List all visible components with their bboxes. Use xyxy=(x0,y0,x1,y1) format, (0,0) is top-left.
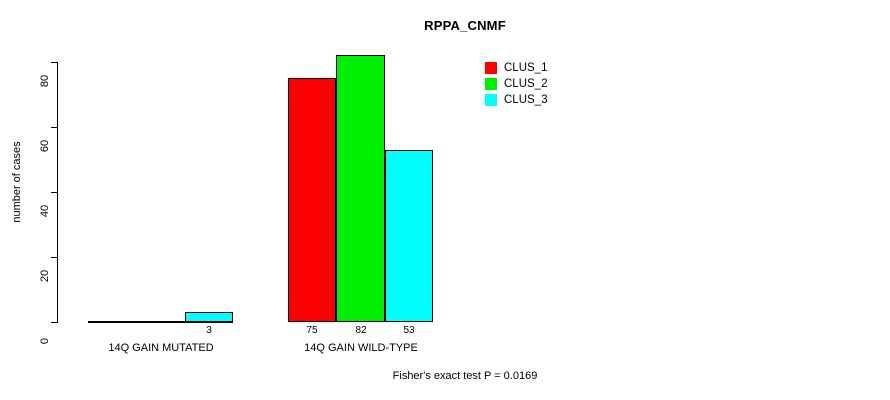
legend-swatch-clus-2-icon xyxy=(485,78,497,90)
group-label-mutated: 14Q GAIN MUTATED xyxy=(108,342,214,354)
legend-label-clus-1: CLUS_1 xyxy=(504,62,548,74)
y-tick-label-40: 40 xyxy=(39,204,51,218)
legend-label-clus-3: CLUS_3 xyxy=(504,94,548,106)
y-tick-label-60: 60 xyxy=(39,139,51,153)
bar-mutated-clus-3[interactable] xyxy=(185,312,233,322)
y-axis-line xyxy=(57,62,58,323)
group-label-wildtype: 14Q GAIN WILD-TYPE xyxy=(304,342,418,354)
chart-title: RPPA_CNMF xyxy=(424,18,506,33)
bar-wildtype-clus-2[interactable] xyxy=(336,55,385,322)
statistical-test-note: Fisher's exact test P = 0.0169 xyxy=(392,370,538,382)
legend-label-clus-2: CLUS_2 xyxy=(504,78,548,90)
bar-mutated-clus-2[interactable] xyxy=(136,321,185,322)
group-baseline-mutated xyxy=(88,322,233,323)
y-tick-40 xyxy=(51,192,57,193)
y-tick-label-0: 0 xyxy=(39,337,51,345)
bar-wildtype-clus-1[interactable] xyxy=(288,78,336,322)
value-label-wildtype-clus-2: 82 xyxy=(355,325,367,336)
y-tick-80 xyxy=(51,62,57,63)
legend-swatch-clus-1-icon xyxy=(485,62,497,74)
y-tick-60 xyxy=(51,127,57,128)
plot-area xyxy=(57,55,457,322)
value-label-mutated-clus-3: 3 xyxy=(206,325,212,336)
y-tick-0 xyxy=(51,322,57,323)
y-axis-title: number of cases xyxy=(11,141,23,223)
y-tick-label-20: 20 xyxy=(39,269,51,283)
y-tick-label-80: 80 xyxy=(39,74,51,88)
bar-wildtype-clus-3[interactable] xyxy=(385,150,433,322)
value-label-wildtype-clus-3: 53 xyxy=(403,325,415,336)
y-tick-20 xyxy=(51,257,57,258)
value-label-wildtype-clus-1: 75 xyxy=(306,325,318,336)
legend-swatch-clus-3-icon xyxy=(485,94,497,106)
bar-mutated-clus-1[interactable] xyxy=(88,321,136,322)
